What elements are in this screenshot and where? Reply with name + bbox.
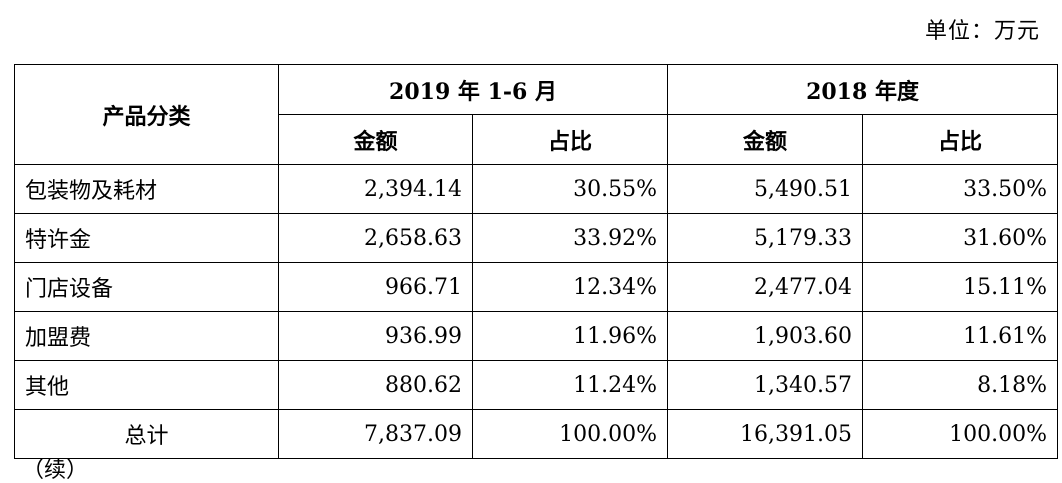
row-p1-amount: 966.71 xyxy=(278,262,473,312)
table-total-row: 总计 7,837.09 100.00% 16,391.05 100.00% xyxy=(14,409,1059,459)
row-category: 加盟费 xyxy=(14,311,279,361)
row-p2-ratio: 8.18% xyxy=(861,360,1059,410)
row-p2-amount: 1,340.57 xyxy=(667,360,863,410)
header-p1-amount: 金额 xyxy=(278,114,473,165)
row-p1-ratio: 11.96% xyxy=(472,311,668,361)
total-label: 总计 xyxy=(14,409,279,459)
revenue-by-product-table: 产品分类 2019 年 1-6 月 2018 年度 金额 占比 金额 占比 包装… xyxy=(14,64,1059,459)
row-p2-ratio: 11.61% xyxy=(861,311,1059,361)
unit-label: 单位：万元 xyxy=(924,19,1040,44)
row-p1-ratio: 33.92% xyxy=(472,213,668,263)
total-p2-amount: 16,391.05 xyxy=(667,409,863,459)
row-p2-amount: 5,179.33 xyxy=(667,213,863,263)
total-p1-ratio: 100.00% xyxy=(472,409,668,459)
header-p2-ratio: 占比 xyxy=(861,114,1059,165)
row-p1-amount: 880.62 xyxy=(278,360,473,410)
row-p1-amount: 936.99 xyxy=(278,311,473,361)
row-p1-amount: 2,658.63 xyxy=(278,213,473,263)
header-p1-ratio: 占比 xyxy=(472,114,668,165)
table-row: 加盟费 936.99 11.96% 1,903.60 11.61% xyxy=(14,311,1059,361)
row-p2-ratio: 33.50% xyxy=(861,164,1059,214)
row-category: 包装物及耗材 xyxy=(14,164,279,214)
table-row: 特许金 2,658.63 33.92% 5,179.33 31.60% xyxy=(14,213,1059,263)
table-row: 包装物及耗材 2,394.14 30.55% 5,490.51 33.50% xyxy=(14,164,1059,214)
row-p2-amount: 2,477.04 xyxy=(667,262,863,312)
total-p1-amount: 7,837.09 xyxy=(278,409,473,459)
row-category: 特许金 xyxy=(14,213,279,263)
row-p2-ratio: 31.60% xyxy=(861,213,1059,263)
row-category: 其他 xyxy=(14,360,279,410)
row-p2-ratio: 15.11% xyxy=(861,262,1059,312)
row-p2-amount: 5,490.51 xyxy=(667,164,863,214)
total-p2-ratio: 100.00% xyxy=(861,409,1059,459)
header-category: 产品分类 xyxy=(14,64,279,165)
row-category: 门店设备 xyxy=(14,262,279,312)
row-p1-ratio: 11.24% xyxy=(472,360,668,410)
row-p1-ratio: 30.55% xyxy=(472,164,668,214)
row-p1-amount: 2,394.14 xyxy=(278,164,473,214)
row-p1-ratio: 12.34% xyxy=(472,262,668,312)
row-p2-amount: 1,903.60 xyxy=(667,311,863,361)
continuation-note: （续） xyxy=(22,458,89,483)
table-row: 其他 880.62 11.24% 1,340.57 8.18% xyxy=(14,360,1059,410)
header-p2-amount: 金额 xyxy=(667,114,863,165)
header-period-2018: 2018 年度 xyxy=(666,64,1059,115)
header-period-2019h1: 2019 年 1-6 月 xyxy=(278,64,668,115)
table-row: 门店设备 966.71 12.34% 2,477.04 15.11% xyxy=(14,262,1059,312)
